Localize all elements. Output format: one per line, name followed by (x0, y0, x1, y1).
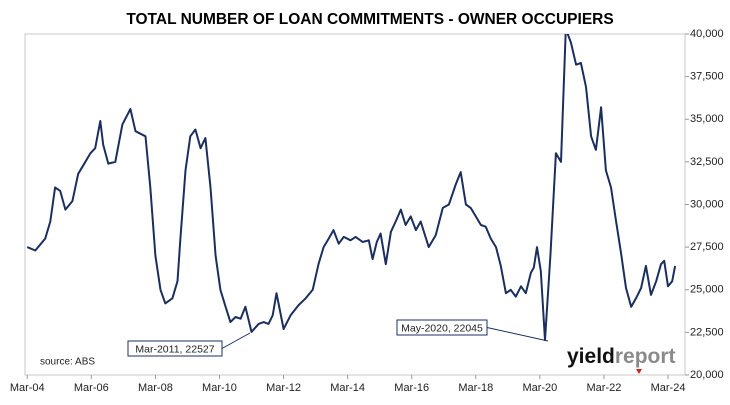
y-tick-label: 37,500 (690, 71, 724, 83)
y-tick-label: 30,000 (690, 198, 724, 210)
x-tick-label: Mar-14 (330, 382, 365, 394)
annotation: May-2020, 22045 (401, 322, 483, 334)
logo-part: yield (567, 345, 615, 368)
source-note: source: ABS (40, 357, 95, 368)
callout-box (127, 340, 223, 357)
y-tick-label: 27,500 (690, 241, 724, 253)
logo: yieldreport (567, 345, 676, 368)
x-tick-label: Mar-16 (394, 382, 429, 394)
x-tick-label: Mar-12 (266, 382, 301, 394)
y-tick-label: 40,000 (690, 28, 724, 40)
logo-part: report (615, 345, 676, 368)
x-tick-label: Mar-04 (10, 382, 45, 394)
logo-mark (636, 369, 642, 374)
callout-line (486, 327, 549, 342)
x-tick-label: Mar-20 (522, 382, 557, 394)
x-tick-label: Mar-08 (138, 382, 173, 394)
x-tick-label: Mar-10 (202, 382, 237, 394)
y-tick-label: 22,500 (690, 326, 724, 338)
y-tick-label: 20,000 (690, 369, 724, 381)
y-tick-label: 35,000 (690, 113, 724, 125)
annotation: Mar-2011, 22527 (135, 343, 214, 355)
x-tick-label: Mar-22 (587, 382, 622, 394)
x-tick-label: Mar-06 (74, 382, 109, 394)
callout-line (221, 332, 251, 349)
x-tick-label: Mar-18 (458, 382, 493, 394)
callout-box (396, 319, 488, 336)
y-tick-label: 25,000 (690, 284, 724, 296)
x-tick-label: Mar-24 (651, 382, 686, 394)
chart-title: TOTAL NUMBER OF LOAN COMMITMENTS - OWNER… (126, 11, 613, 28)
data-line (26, 34, 677, 342)
y-tick-label: 32,500 (690, 156, 724, 168)
